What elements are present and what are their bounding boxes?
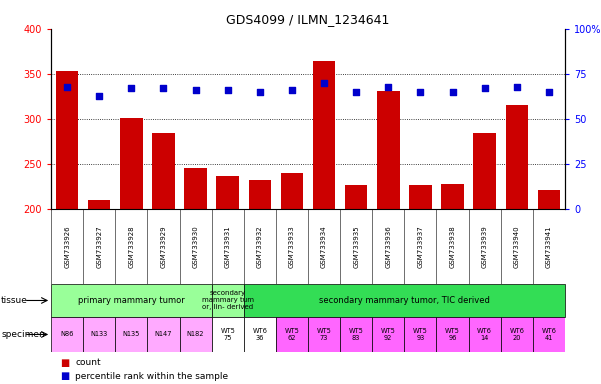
Bar xyxy=(83,317,115,352)
Bar xyxy=(120,118,142,384)
Bar xyxy=(244,284,565,317)
Point xyxy=(191,87,200,93)
Bar xyxy=(180,317,212,352)
Text: GSM733934: GSM733934 xyxy=(321,225,327,268)
Text: WT5
73: WT5 73 xyxy=(317,328,332,341)
Text: percentile rank within the sample: percentile rank within the sample xyxy=(75,372,228,381)
Point xyxy=(287,87,297,93)
Text: GSM733932: GSM733932 xyxy=(257,225,263,268)
Text: GSM733933: GSM733933 xyxy=(289,225,295,268)
Text: GSM733929: GSM733929 xyxy=(160,225,166,268)
Point xyxy=(512,83,522,89)
Text: GSM733940: GSM733940 xyxy=(514,225,520,268)
Text: N135: N135 xyxy=(123,331,140,338)
Bar xyxy=(409,185,432,384)
Text: ■: ■ xyxy=(60,358,69,368)
Bar xyxy=(313,61,335,384)
Text: WT5
83: WT5 83 xyxy=(349,328,364,341)
Point xyxy=(416,89,426,95)
Bar xyxy=(377,91,400,384)
Text: WT5
96: WT5 96 xyxy=(445,328,460,341)
Text: GSM733926: GSM733926 xyxy=(64,225,70,268)
Text: N182: N182 xyxy=(187,331,204,338)
Bar xyxy=(152,134,175,384)
Bar xyxy=(469,317,501,352)
Text: GSM733939: GSM733939 xyxy=(481,225,487,268)
Point xyxy=(383,83,393,89)
Bar xyxy=(340,317,372,352)
Text: WT6
41: WT6 41 xyxy=(542,328,557,341)
Text: N86: N86 xyxy=(61,331,74,338)
Bar xyxy=(51,284,212,317)
Bar xyxy=(147,317,180,352)
Point xyxy=(480,85,489,91)
Text: GSM733931: GSM733931 xyxy=(225,225,231,268)
Bar xyxy=(185,168,207,384)
Bar xyxy=(436,317,469,352)
Text: GSM733928: GSM733928 xyxy=(129,225,135,268)
Text: N147: N147 xyxy=(154,331,172,338)
Bar xyxy=(216,176,239,384)
Text: GSM733936: GSM733936 xyxy=(385,225,391,268)
Bar xyxy=(212,317,244,352)
Text: WT5
62: WT5 62 xyxy=(284,328,299,341)
Bar xyxy=(276,317,308,352)
Text: primary mammary tumor: primary mammary tumor xyxy=(78,296,185,305)
Text: WT5
92: WT5 92 xyxy=(381,328,395,341)
Text: ■: ■ xyxy=(60,371,69,381)
Point xyxy=(223,87,233,93)
Text: tissue: tissue xyxy=(1,296,28,305)
Bar xyxy=(281,173,303,384)
Point xyxy=(159,85,168,91)
Bar xyxy=(56,71,78,384)
Text: N133: N133 xyxy=(91,331,108,338)
Bar xyxy=(244,317,276,352)
Point xyxy=(255,89,264,95)
Bar xyxy=(88,200,111,384)
Point xyxy=(94,93,104,99)
Bar xyxy=(51,317,83,352)
Text: WT5
75: WT5 75 xyxy=(221,328,235,341)
Bar xyxy=(345,185,367,384)
Text: GSM733927: GSM733927 xyxy=(96,225,102,268)
Text: GSM733935: GSM733935 xyxy=(353,225,359,268)
Bar xyxy=(533,317,565,352)
Bar xyxy=(249,179,271,384)
Text: GSM733937: GSM733937 xyxy=(418,225,424,268)
Bar xyxy=(404,317,436,352)
Bar xyxy=(212,284,244,317)
Point xyxy=(352,89,361,95)
Text: WT6
20: WT6 20 xyxy=(509,328,524,341)
Bar xyxy=(308,317,340,352)
Text: GSM733938: GSM733938 xyxy=(450,225,456,268)
Bar xyxy=(505,104,528,384)
Text: GSM733930: GSM733930 xyxy=(192,225,198,268)
Point xyxy=(63,83,72,89)
Text: secondary mammary tumor, TIC derived: secondary mammary tumor, TIC derived xyxy=(319,296,490,305)
Text: WT5
93: WT5 93 xyxy=(413,328,428,341)
Text: WT6
14: WT6 14 xyxy=(477,328,492,341)
Point xyxy=(319,80,329,86)
Point xyxy=(448,89,457,95)
Text: GSM733941: GSM733941 xyxy=(546,225,552,268)
Bar xyxy=(441,184,464,384)
Bar xyxy=(115,317,147,352)
Point xyxy=(544,89,554,95)
Text: specimen: specimen xyxy=(1,330,45,339)
Text: WT6
36: WT6 36 xyxy=(252,328,267,341)
Text: count: count xyxy=(75,358,101,367)
Bar xyxy=(501,317,533,352)
Text: secondary
mammary tum
or, lin- derived: secondary mammary tum or, lin- derived xyxy=(202,290,254,311)
Bar xyxy=(474,134,496,384)
Bar xyxy=(538,190,560,384)
Text: GDS4099 / ILMN_1234641: GDS4099 / ILMN_1234641 xyxy=(227,13,389,26)
Point xyxy=(127,85,136,91)
Bar xyxy=(372,317,404,352)
